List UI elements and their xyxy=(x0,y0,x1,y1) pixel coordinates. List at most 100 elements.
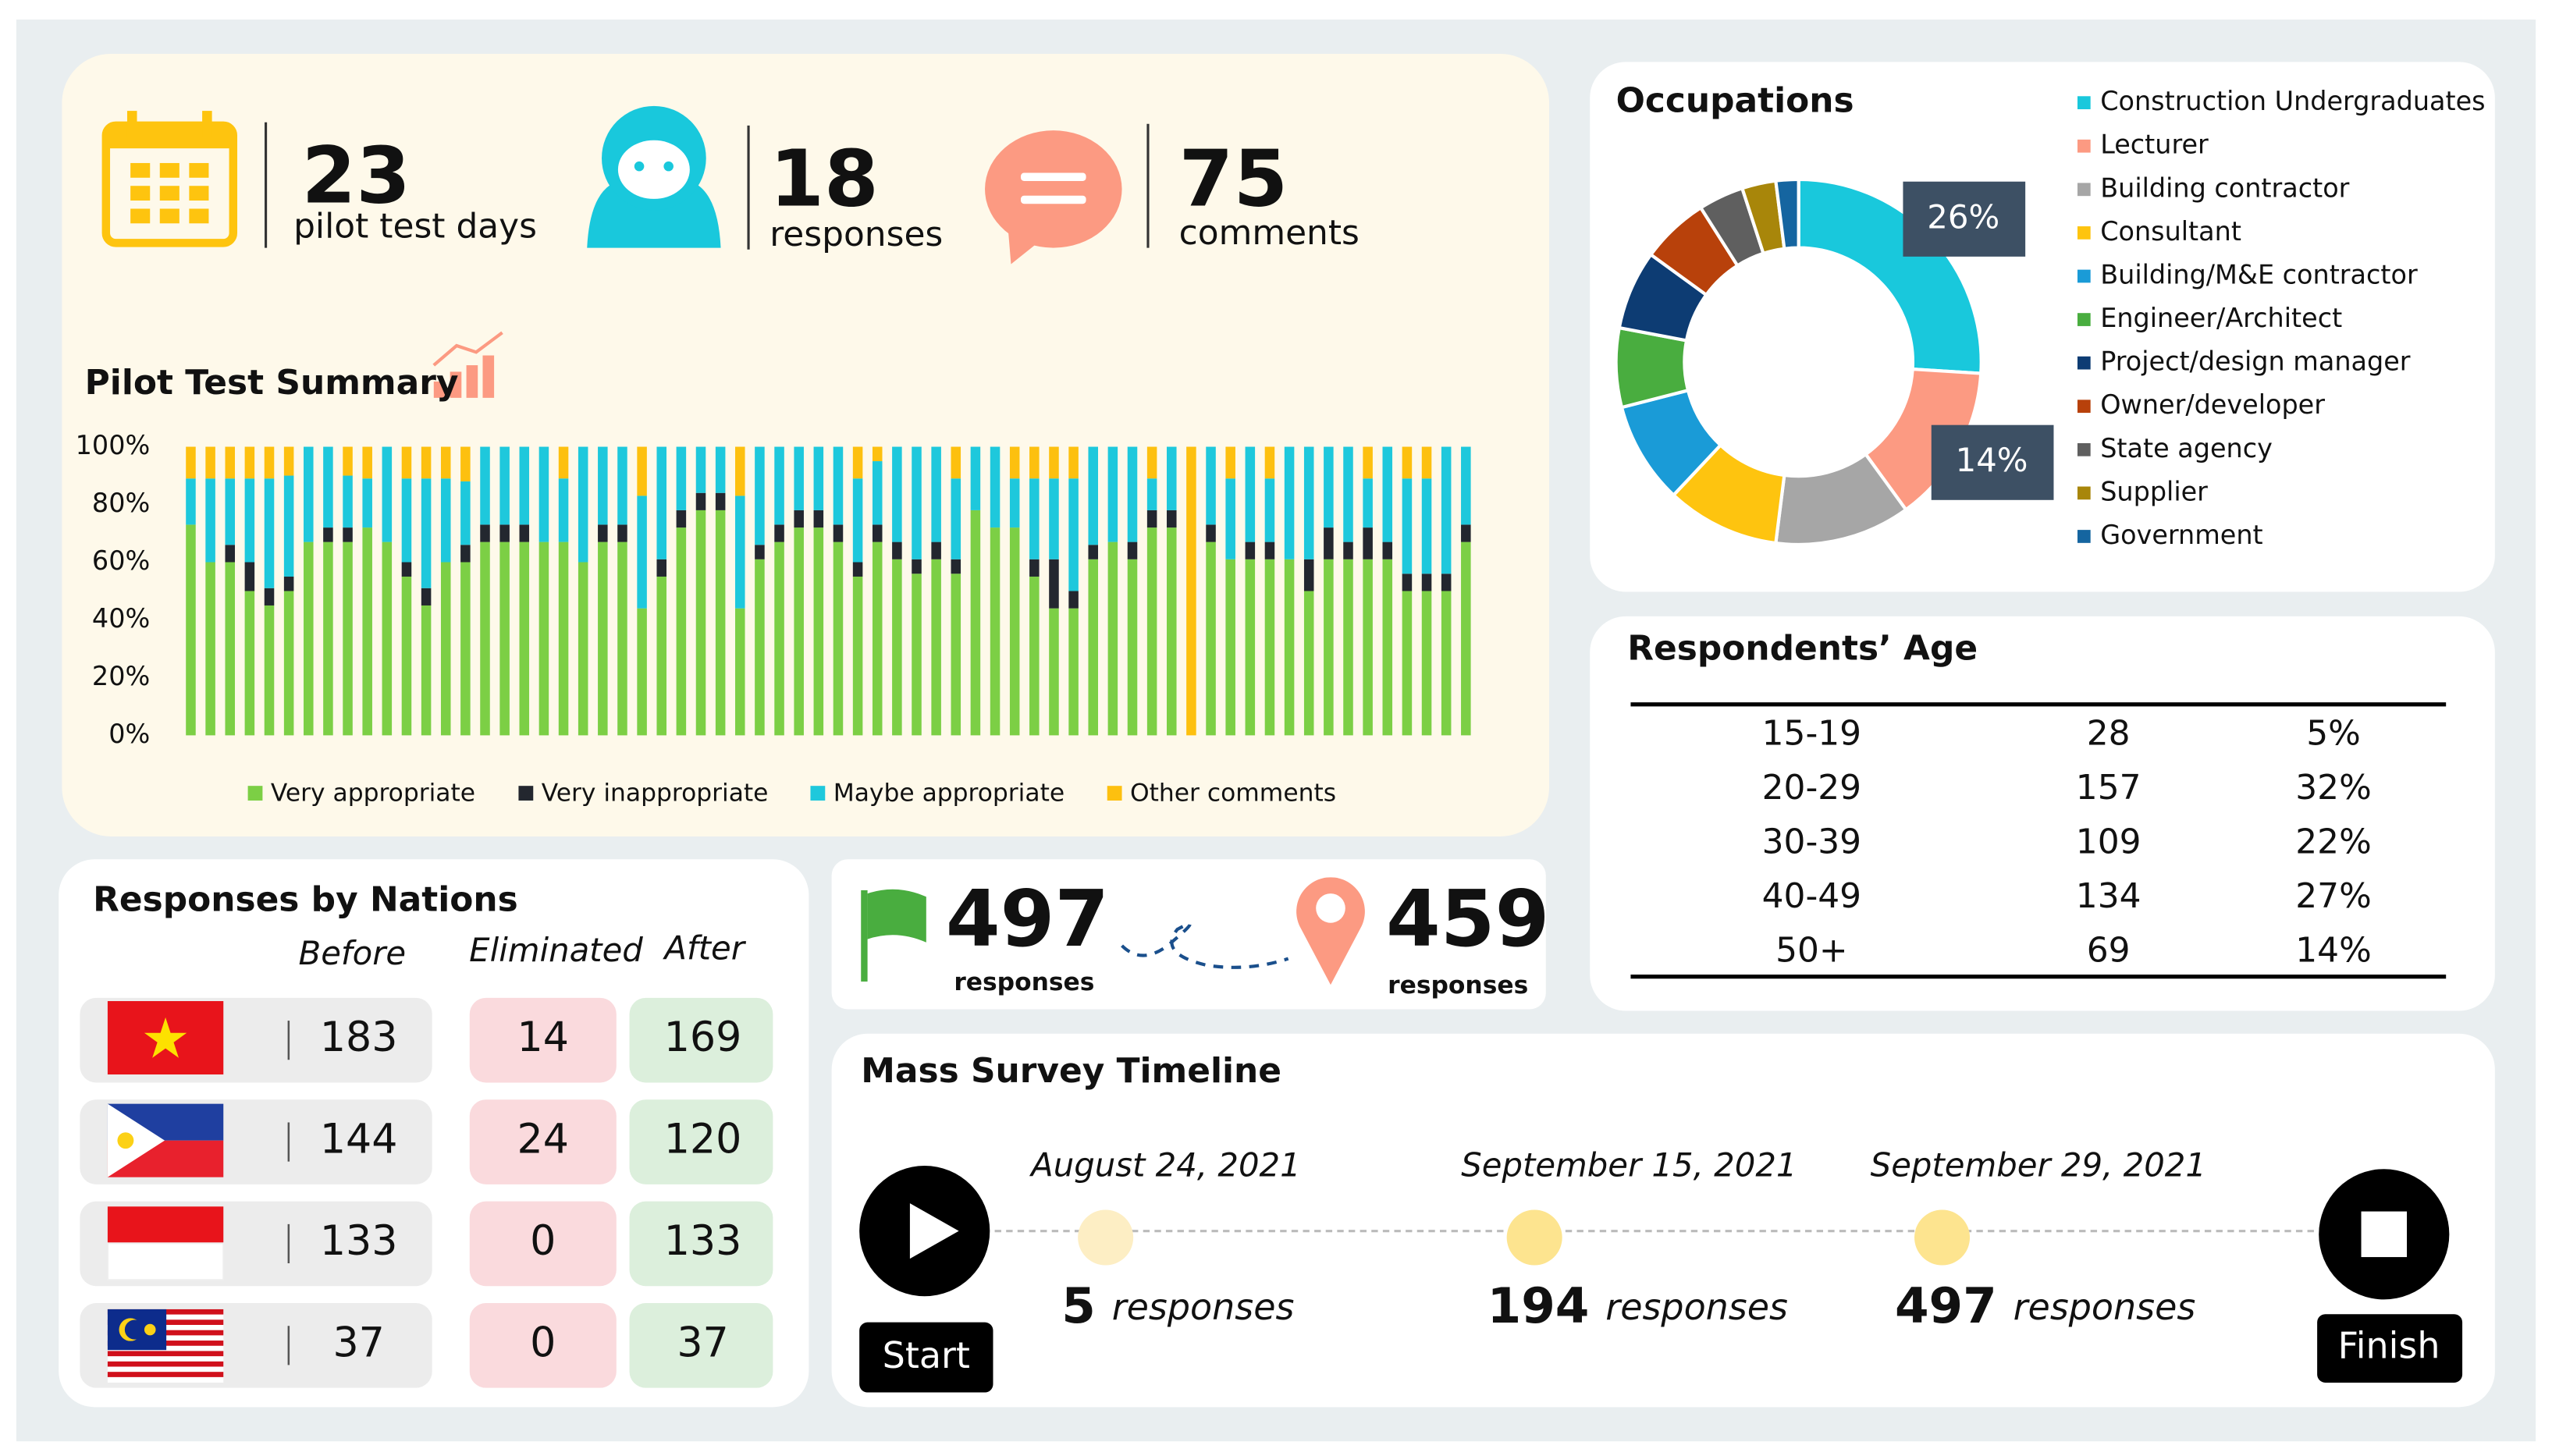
bar-segment xyxy=(1225,478,1235,559)
bar-segment xyxy=(283,446,294,476)
bar-segment xyxy=(1127,559,1138,736)
bar-segment xyxy=(617,542,627,736)
bar-segment xyxy=(205,562,215,736)
table-cell: 32% xyxy=(2295,768,2371,808)
bar-segment xyxy=(794,446,804,510)
bar-segment xyxy=(1049,446,1059,479)
bar-segment xyxy=(813,446,824,510)
stat-label: comments xyxy=(1179,213,1360,253)
bar-segment xyxy=(1167,510,1177,528)
bar-segment xyxy=(676,446,687,510)
table-cell: 109 xyxy=(2076,822,2141,862)
table-cell: 144 xyxy=(320,1117,398,1163)
bar-segment xyxy=(970,446,981,510)
bar-segment xyxy=(774,446,784,525)
bar-segment xyxy=(1382,446,1393,542)
bar-segment xyxy=(1264,446,1275,479)
bar-segment xyxy=(1402,591,1413,736)
legend-swatch xyxy=(247,786,263,801)
table-cell: 133 xyxy=(664,1218,742,1265)
finish-label[interactable]: Finish xyxy=(2338,1325,2440,1367)
bar-segment xyxy=(323,527,333,542)
cell-bg xyxy=(629,1099,773,1184)
event-date: September 15, 2021 xyxy=(1461,1146,1797,1184)
pilot-card xyxy=(62,53,1549,836)
legend-label: Very inappropriate xyxy=(542,779,769,808)
event-date: August 24, 2021 xyxy=(1029,1146,1301,1184)
bar-segment xyxy=(990,446,1001,528)
legend-swatch xyxy=(810,786,826,801)
start-label[interactable]: Start xyxy=(883,1334,970,1376)
bar-segment xyxy=(1088,446,1098,545)
bar-segment xyxy=(1107,446,1118,542)
bar-segment xyxy=(1303,591,1314,736)
bar-segment xyxy=(872,446,883,462)
bar-segment xyxy=(774,542,784,736)
bar-segment xyxy=(1382,559,1393,736)
bar-segment xyxy=(460,446,471,481)
legend-swatch xyxy=(518,786,534,801)
bar-segment xyxy=(362,527,372,736)
event-label: responses xyxy=(2014,1285,2196,1327)
chart-title: Occupations xyxy=(1616,81,1854,121)
bar-segment xyxy=(794,527,804,736)
bar-segment xyxy=(382,446,393,542)
bar-segment xyxy=(1324,446,1334,528)
bar-segment xyxy=(774,524,784,542)
label-box xyxy=(1903,181,2026,257)
bar-segment xyxy=(735,495,745,609)
stat-value: 23 xyxy=(302,130,411,221)
bar-segment xyxy=(440,446,451,479)
bar-segment xyxy=(558,446,569,479)
bar-segment xyxy=(205,478,215,563)
pie-slice xyxy=(1797,177,1983,375)
bar-segment xyxy=(1068,478,1079,591)
table-cell: 24 xyxy=(517,1117,569,1163)
bar-segment xyxy=(304,446,314,542)
bar-segment xyxy=(1068,591,1079,609)
column-header: After xyxy=(662,929,746,968)
bar-segment xyxy=(735,446,745,496)
bar-segment xyxy=(1264,542,1275,559)
bar-segment xyxy=(931,542,941,559)
bar-segment xyxy=(1029,576,1040,736)
bar-segment xyxy=(695,446,706,493)
bar-segment xyxy=(1068,608,1079,736)
bar-segment xyxy=(578,562,588,736)
bar-segment xyxy=(852,576,863,736)
bar-segment xyxy=(244,478,255,563)
bar-segment xyxy=(421,478,432,588)
bar-segment xyxy=(205,446,215,479)
bar-segment xyxy=(1402,446,1413,479)
bar-segment xyxy=(1441,591,1452,736)
bar-segment xyxy=(1186,446,1196,736)
column-header: Eliminated xyxy=(469,931,643,969)
legend-label: Very appropriate xyxy=(271,779,475,808)
bar-segment xyxy=(1225,559,1235,736)
bar-segment xyxy=(1146,510,1157,528)
bar-segment xyxy=(1343,559,1353,736)
bar-segment xyxy=(1324,559,1334,736)
bar-segment xyxy=(912,559,922,574)
cell-bg xyxy=(469,1302,617,1388)
legend-label: Engineer/Architect xyxy=(2100,303,2342,333)
bar-segment xyxy=(538,542,549,736)
table-cell: 37 xyxy=(332,1319,384,1366)
event-value: 5 xyxy=(1061,1277,1096,1334)
flag-indonesia xyxy=(106,1206,225,1281)
bar-segment xyxy=(656,559,667,577)
legend-swatch xyxy=(2077,226,2091,240)
legend-label: Project/design manager xyxy=(2100,346,2411,377)
table-title: Respondents’ Age xyxy=(1627,629,1978,669)
bar-segment xyxy=(186,446,196,479)
table-cell: 157 xyxy=(2076,768,2141,808)
bar-segment xyxy=(323,542,333,736)
table-cell: 134 xyxy=(2076,876,2141,916)
bar-segment xyxy=(1225,446,1235,479)
bar-segment xyxy=(637,495,647,609)
bar-segment xyxy=(1009,527,1020,736)
legend-swatch xyxy=(2077,400,2091,414)
bar-segment xyxy=(813,527,824,736)
y-tick-label: 80% xyxy=(92,488,150,518)
pie-slice xyxy=(1773,177,1800,251)
